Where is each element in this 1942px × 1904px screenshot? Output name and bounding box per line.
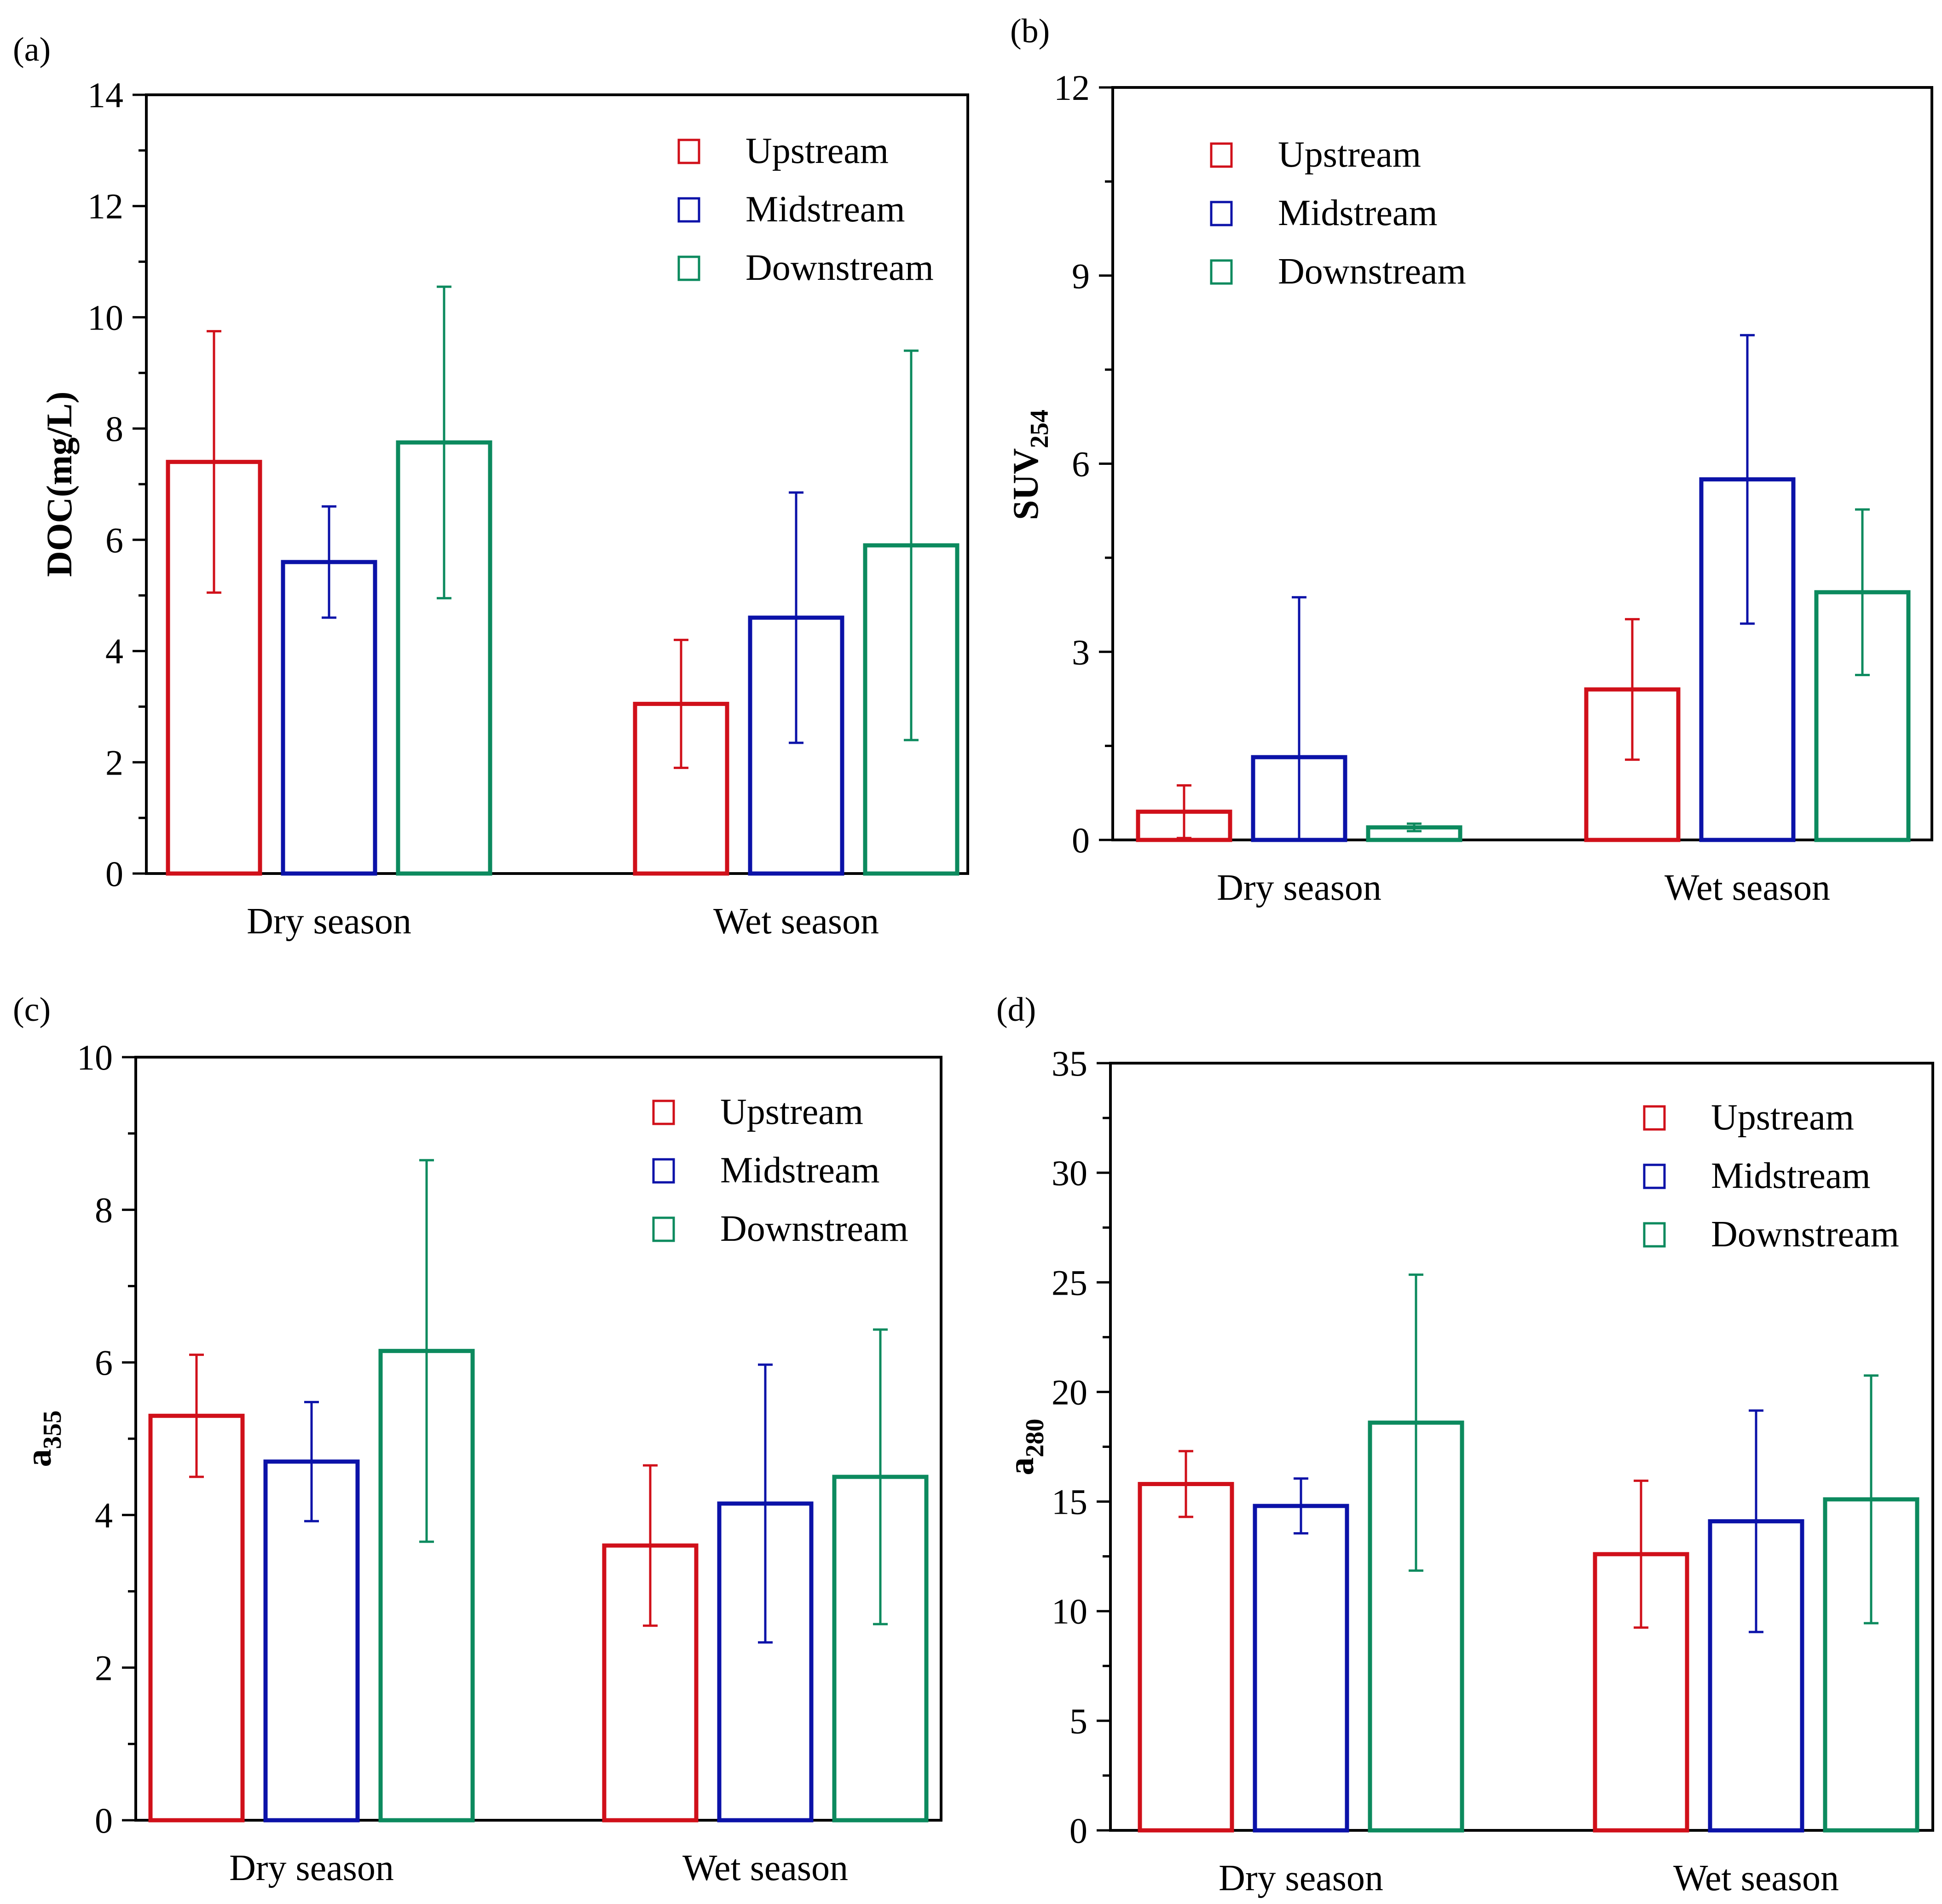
panel-label: (c): [13, 991, 51, 1029]
legend-label-upstream: Upstream: [746, 131, 889, 171]
legend-label-downstream: Downstream: [1278, 251, 1466, 292]
category-label-dry-season: Dry season: [247, 901, 411, 942]
y-axis-label-main: a: [1001, 1458, 1041, 1476]
y-tick-label: 10: [77, 1037, 113, 1077]
category-label-wet-season: Wet season: [1665, 868, 1830, 908]
y-tick-label: 0: [95, 1800, 113, 1840]
y-tick-label: 6: [95, 1343, 113, 1383]
legend-label-upstream: Upstream: [720, 1092, 863, 1132]
legend-swatch-midstream: [1643, 1163, 1666, 1189]
y-tick-label: 6: [105, 520, 123, 560]
y-axis-label: SUV254: [1006, 410, 1054, 520]
legend-label-midstream: Midstream: [1278, 193, 1438, 233]
panel-label: (d): [996, 991, 1036, 1029]
y-axis-label-main: SUV: [1006, 448, 1046, 520]
legend-swatch-upstream: [677, 139, 700, 164]
category-label-wet-season: Wet season: [682, 1848, 848, 1888]
y-tick-label: 2: [95, 1648, 113, 1688]
y-axis-label-main: a: [18, 1449, 58, 1467]
legend-swatch-downstream: [1643, 1222, 1666, 1248]
y-tick-label: 4: [95, 1495, 113, 1535]
legend-label-upstream: Upstream: [1278, 134, 1421, 175]
legend-swatch-upstream: [1210, 142, 1233, 168]
plot-frame: [1111, 86, 1933, 841]
legend-swatch-upstream: [652, 1100, 675, 1125]
bar-midstream-dry-season: [1253, 1504, 1349, 1833]
y-tick-label: 3: [1072, 632, 1090, 672]
legend-label-upstream: Upstream: [1711, 1097, 1854, 1138]
legend-swatch-midstream: [677, 197, 700, 223]
legend-label-downstream: Downstream: [1711, 1214, 1899, 1255]
panel-label: (b): [1010, 12, 1050, 50]
y-tick-label: 8: [105, 409, 123, 449]
y-axis-label-main: DOC(mg/L): [39, 392, 79, 577]
y-tick-label: 15: [1052, 1482, 1087, 1522]
legend-label-downstream: Downstream: [746, 248, 934, 288]
y-tick-label: 35: [1052, 1043, 1087, 1083]
y-tick-label: 20: [1052, 1372, 1087, 1412]
panel-c: (c) 0 2 4 6 8 10 a355 Dry season Wet season Upstre…: [13, 991, 942, 1888]
legend-swatch-midstream: [1210, 201, 1233, 226]
panel-b: (b) 0 3 6 9 12 SUV254 Dry season Wet season Upstr…: [1006, 12, 1933, 908]
y-tick-label: 12: [1054, 68, 1090, 108]
y-tick-label: 8: [95, 1190, 113, 1230]
y-tick-label: 6: [1072, 444, 1090, 484]
category-label-wet-season: Wet season: [1673, 1858, 1839, 1898]
panel-a: (a) 0 2 4 6 8 10 12 14 DOC(mg/L) Dry season Wet sea…: [13, 31, 969, 942]
category-label-wet-season: Wet season: [713, 901, 879, 942]
y-axis-label-subscript: 355: [38, 1411, 67, 1449]
category-label-dry-season: Dry season: [229, 1848, 394, 1888]
y-tick-label: 14: [87, 75, 123, 115]
y-axis-label: DOC(mg/L): [39, 392, 79, 577]
y-tick-label: 25: [1052, 1262, 1087, 1302]
y-axis-label: a280: [1001, 1419, 1049, 1476]
y-tick-label: 0: [105, 854, 123, 894]
category-label-dry-season: Dry season: [1217, 868, 1381, 908]
y-axis-label-subscript: 280: [1021, 1419, 1049, 1458]
legend-swatch-upstream: [1643, 1105, 1666, 1131]
legend-swatch-downstream: [1210, 259, 1233, 285]
legend-swatch-midstream: [652, 1158, 675, 1184]
category-label-dry-season: Dry season: [1219, 1858, 1383, 1898]
panel-label: (a): [13, 31, 51, 69]
y-tick-label: 12: [87, 186, 123, 226]
legend-label-midstream: Midstream: [746, 189, 905, 230]
y-tick-label: 10: [1052, 1591, 1087, 1632]
bar-upstream-dry-season: [1138, 1482, 1234, 1833]
legend-swatch-downstream: [677, 255, 700, 281]
y-tick-label: 9: [1072, 256, 1090, 296]
legend-label-downstream: Downstream: [720, 1209, 908, 1249]
y-tick-label: 0: [1069, 1811, 1087, 1851]
y-tick-label: 30: [1052, 1153, 1087, 1193]
y-tick-label: 5: [1069, 1701, 1087, 1741]
y-axis-label-subscript: 254: [1025, 410, 1054, 448]
y-tick-label: 4: [105, 631, 123, 671]
legend-label-midstream: Midstream: [1711, 1156, 1871, 1196]
y-axis-label: a355: [18, 1411, 67, 1467]
panel-d: (d) 0 5 10 15 20 25 30 35 a280 Dry season Wet seaso…: [996, 991, 1934, 1898]
y-tick-label: 10: [87, 297, 123, 337]
legend-label-midstream: Midstream: [720, 1150, 880, 1191]
legend-swatch-downstream: [652, 1216, 675, 1242]
y-tick-label: 0: [1072, 820, 1090, 860]
y-tick-label: 2: [105, 742, 123, 782]
